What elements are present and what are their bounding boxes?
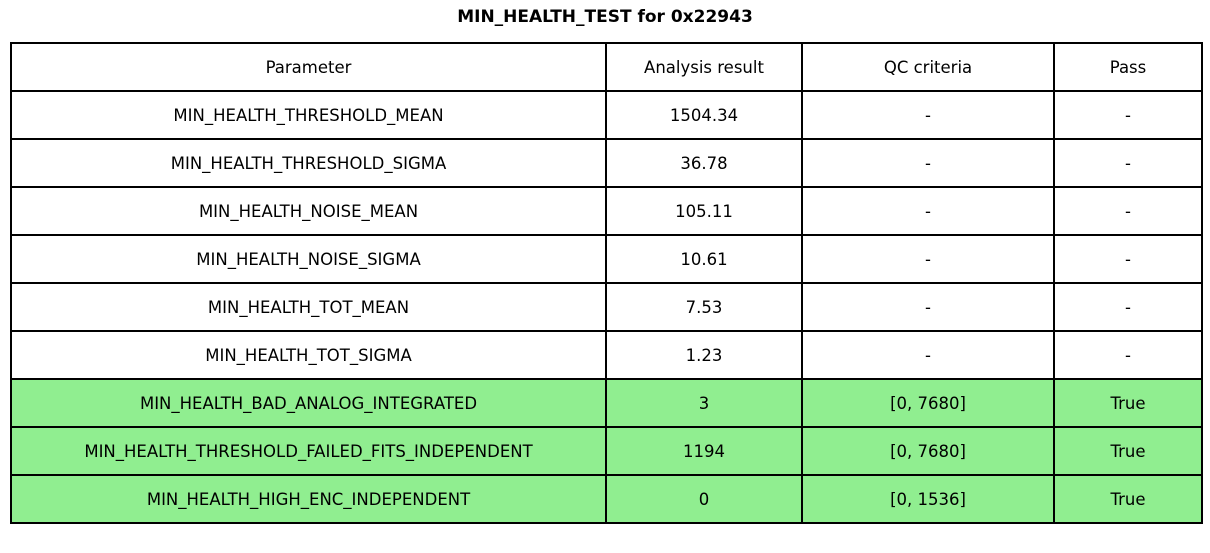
cell-analysis-result: 105.11	[605, 186, 803, 236]
cell-analysis-result: 7.53	[605, 282, 803, 332]
cell-qc-criteria: [0, 7680]	[801, 378, 1055, 428]
table-row: MIN_HEALTH_TOT_SIGMA 1.23 - -	[10, 330, 1203, 380]
cell-qc-criteria: [0, 7680]	[801, 426, 1055, 476]
cell-parameter: MIN_HEALTH_NOISE_SIGMA	[10, 234, 607, 284]
cell-analysis-result: 1504.34	[605, 90, 803, 140]
table-row: MIN_HEALTH_NOISE_SIGMA 10.61 - -	[10, 234, 1203, 284]
cell-qc-criteria: -	[801, 330, 1055, 380]
col-header-pass: Pass	[1053, 42, 1203, 92]
cell-parameter: MIN_HEALTH_THRESHOLD_SIGMA	[10, 138, 607, 188]
table-row: MIN_HEALTH_THRESHOLD_MEAN 1504.34 - -	[10, 90, 1203, 140]
cell-pass: True	[1053, 474, 1203, 524]
table-row-passed: MIN_HEALTH_THRESHOLD_FAILED_FITS_INDEPEN…	[10, 426, 1203, 476]
cell-parameter: MIN_HEALTH_TOT_SIGMA	[10, 330, 607, 380]
cell-analysis-result: 1194	[605, 426, 803, 476]
table-row: MIN_HEALTH_NOISE_MEAN 105.11 - -	[10, 186, 1203, 236]
cell-pass: -	[1053, 234, 1203, 284]
cell-analysis-result: 1.23	[605, 330, 803, 380]
cell-pass: -	[1053, 138, 1203, 188]
cell-pass: True	[1053, 378, 1203, 428]
col-header-parameter: Parameter	[10, 42, 607, 92]
cell-analysis-result: 36.78	[605, 138, 803, 188]
table-row: MIN_HEALTH_TOT_MEAN 7.53 - -	[10, 282, 1203, 332]
results-table: Parameter Analysis result QC criteria Pa…	[10, 42, 1203, 524]
cell-qc-criteria: -	[801, 282, 1055, 332]
cell-parameter: MIN_HEALTH_THRESHOLD_MEAN	[10, 90, 607, 140]
cell-parameter: MIN_HEALTH_TOT_MEAN	[10, 282, 607, 332]
cell-analysis-result: 3	[605, 378, 803, 428]
page-title: MIN_HEALTH_TEST for 0x22943	[457, 7, 753, 27]
cell-pass: True	[1053, 426, 1203, 476]
cell-parameter: MIN_HEALTH_BAD_ANALOG_INTEGRATED	[10, 378, 607, 428]
header-row: Parameter Analysis result QC criteria Pa…	[10, 42, 1203, 92]
cell-analysis-result: 0	[605, 474, 803, 524]
cell-pass: -	[1053, 330, 1203, 380]
cell-parameter: MIN_HEALTH_THRESHOLD_FAILED_FITS_INDEPEN…	[10, 426, 607, 476]
col-header-analysis-result: Analysis result	[605, 42, 803, 92]
table-row: MIN_HEALTH_THRESHOLD_SIGMA 36.78 - -	[10, 138, 1203, 188]
cell-qc-criteria: -	[801, 138, 1055, 188]
cell-qc-criteria: [0, 1536]	[801, 474, 1055, 524]
cell-pass: -	[1053, 282, 1203, 332]
cell-parameter: MIN_HEALTH_NOISE_MEAN	[10, 186, 607, 236]
cell-pass: -	[1053, 90, 1203, 140]
col-header-qc-criteria: QC criteria	[801, 42, 1055, 92]
cell-parameter: MIN_HEALTH_HIGH_ENC_INDEPENDENT	[10, 474, 607, 524]
table-row-passed: MIN_HEALTH_HIGH_ENC_INDEPENDENT 0 [0, 15…	[10, 474, 1203, 524]
table-row-passed: MIN_HEALTH_BAD_ANALOG_INTEGRATED 3 [0, 7…	[10, 378, 1203, 428]
cell-analysis-result: 10.61	[605, 234, 803, 284]
cell-qc-criteria: -	[801, 234, 1055, 284]
cell-qc-criteria: -	[801, 90, 1055, 140]
cell-qc-criteria: -	[801, 186, 1055, 236]
cell-pass: -	[1053, 186, 1203, 236]
